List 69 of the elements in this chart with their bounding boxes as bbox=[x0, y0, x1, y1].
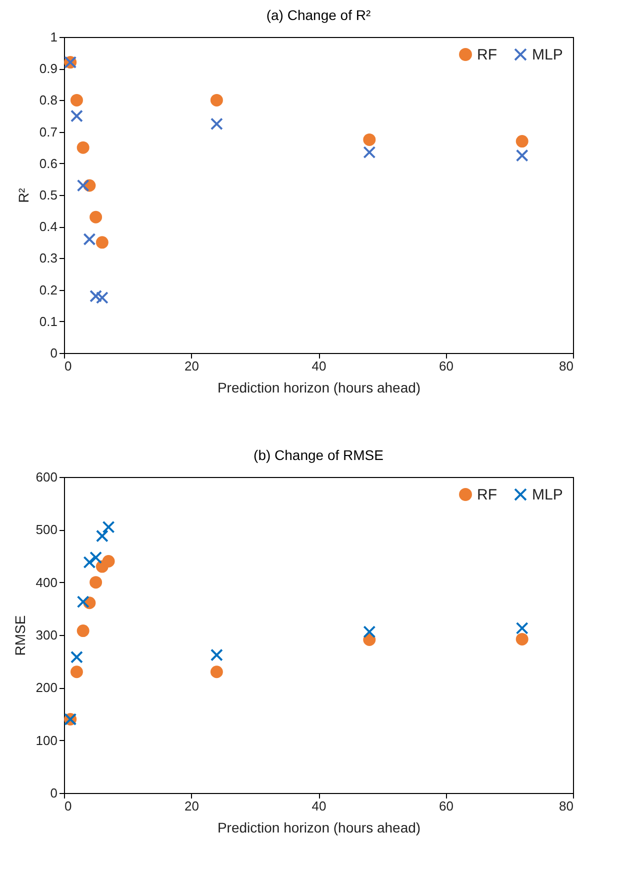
point bbox=[363, 626, 376, 638]
point bbox=[516, 622, 528, 634]
point bbox=[516, 149, 528, 162]
point bbox=[210, 648, 223, 662]
y-tick-label: 0.3 bbox=[39, 250, 58, 266]
y-tick-label: 200 bbox=[36, 680, 58, 696]
x-tick-label: 40 bbox=[312, 798, 326, 814]
y-tick-label: 0.1 bbox=[39, 314, 58, 329]
y-tick-label: 0.6 bbox=[39, 156, 58, 171]
y-tick-label: 0.7 bbox=[39, 124, 58, 140]
y-tick-label: 1 bbox=[50, 30, 58, 44]
x-tick-label: 60 bbox=[439, 358, 454, 374]
point bbox=[96, 291, 108, 304]
y-tick-label: 0.4 bbox=[39, 219, 58, 234]
chart-title: (a) Change of R² bbox=[266, 7, 371, 23]
x-tick-label: 40 bbox=[312, 358, 326, 374]
point bbox=[83, 232, 96, 246]
y-tick-label: 0.2 bbox=[39, 282, 58, 298]
y-axis-title: R² bbox=[15, 188, 32, 203]
point bbox=[90, 290, 102, 302]
x-tick-label: 80 bbox=[559, 798, 574, 814]
x-tick-label: 0 bbox=[64, 358, 72, 374]
point bbox=[70, 650, 83, 664]
y-tick-label: 0 bbox=[50, 346, 58, 360]
x-tick-label: 0 bbox=[64, 798, 72, 814]
point bbox=[76, 596, 90, 608]
point bbox=[70, 666, 83, 678]
y-tick-label: 100 bbox=[36, 732, 58, 748]
point bbox=[363, 133, 376, 146]
y-axis-title: RMSE bbox=[12, 615, 28, 656]
y-tick-label: 0.5 bbox=[39, 188, 58, 202]
point bbox=[516, 135, 528, 148]
point bbox=[210, 666, 223, 678]
x-tick-label: 80 bbox=[559, 358, 574, 374]
legend-label: MLP bbox=[532, 46, 563, 64]
y-tick-label: 300 bbox=[36, 628, 58, 642]
point bbox=[90, 210, 102, 224]
x-axis-title: Prediction horizon (hours ahead) bbox=[217, 380, 421, 396]
point bbox=[76, 141, 90, 154]
legend-label: RF bbox=[477, 486, 497, 504]
point bbox=[90, 551, 102, 564]
legend-label: MLP bbox=[532, 486, 563, 504]
y-tick-label: 400 bbox=[36, 574, 58, 590]
x-tick-label: 20 bbox=[184, 798, 199, 814]
y-tick-label: 0 bbox=[50, 786, 58, 800]
x-tick-label: 60 bbox=[439, 798, 454, 814]
y-tick-label: 0.8 bbox=[39, 92, 58, 108]
point bbox=[516, 632, 528, 646]
point bbox=[76, 624, 90, 638]
point bbox=[102, 555, 115, 568]
point bbox=[102, 520, 115, 534]
point bbox=[96, 236, 108, 249]
point bbox=[96, 530, 108, 542]
y-tick-label: 600 bbox=[36, 470, 58, 484]
x-axis-title: Prediction horizon (hours ahead) bbox=[217, 820, 421, 836]
point bbox=[76, 179, 90, 192]
point bbox=[210, 118, 223, 130]
chart-title: (b) Change of RMSE bbox=[254, 447, 384, 463]
point bbox=[90, 576, 102, 589]
point bbox=[70, 94, 83, 106]
point bbox=[83, 556, 96, 569]
point bbox=[363, 146, 376, 159]
legend-label: RF bbox=[477, 46, 497, 64]
point bbox=[210, 94, 223, 106]
y-tick-label: 0.9 bbox=[39, 61, 58, 76]
point bbox=[363, 634, 376, 646]
x-tick-label: 20 bbox=[184, 358, 199, 374]
point bbox=[70, 110, 83, 122]
y-tick-label: 500 bbox=[36, 522, 58, 538]
